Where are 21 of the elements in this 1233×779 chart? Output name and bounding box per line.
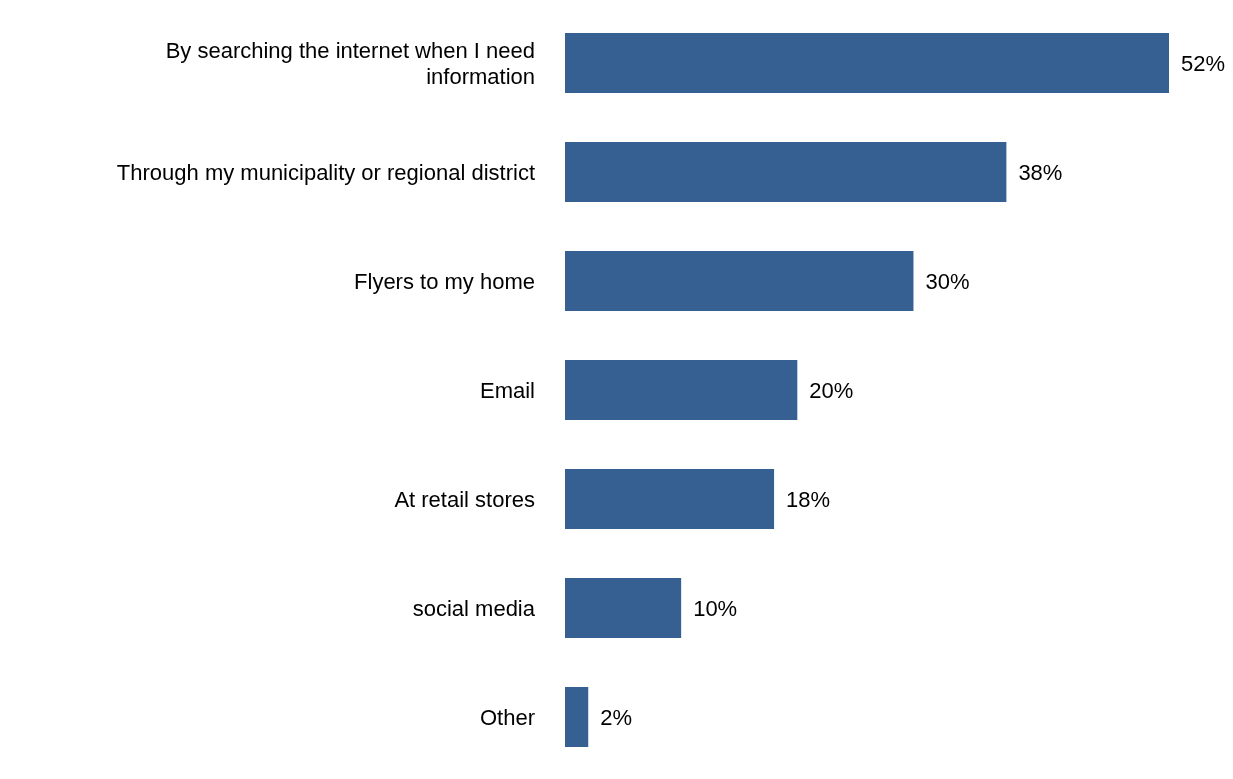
bar bbox=[565, 142, 1007, 202]
bar bbox=[565, 469, 775, 529]
y-tick-label: social media bbox=[412, 595, 536, 620]
data-label: 38% bbox=[1018, 159, 1063, 185]
data-label: 20% bbox=[809, 377, 854, 403]
bar bbox=[565, 578, 682, 638]
y-tick-label: At retail stores bbox=[394, 486, 535, 511]
y-tick-label: Through my municipality or regional district bbox=[116, 159, 535, 184]
bar bbox=[565, 33, 1169, 93]
data-label: 18% bbox=[786, 486, 831, 512]
data-label: 10% bbox=[693, 595, 738, 621]
y-tick-label: By searching the internet when I need information bbox=[165, 37, 535, 88]
data-label: 52% bbox=[1181, 50, 1226, 76]
y-tick-label: Other bbox=[479, 704, 535, 729]
data-label: 2% bbox=[600, 704, 633, 730]
y-tick-label: Email bbox=[479, 377, 535, 402]
bar bbox=[565, 360, 798, 420]
data-label: 30% bbox=[925, 268, 970, 294]
y-tick-label: Flyers to my home bbox=[354, 268, 535, 293]
bar bbox=[565, 251, 914, 311]
bar bbox=[565, 687, 589, 747]
